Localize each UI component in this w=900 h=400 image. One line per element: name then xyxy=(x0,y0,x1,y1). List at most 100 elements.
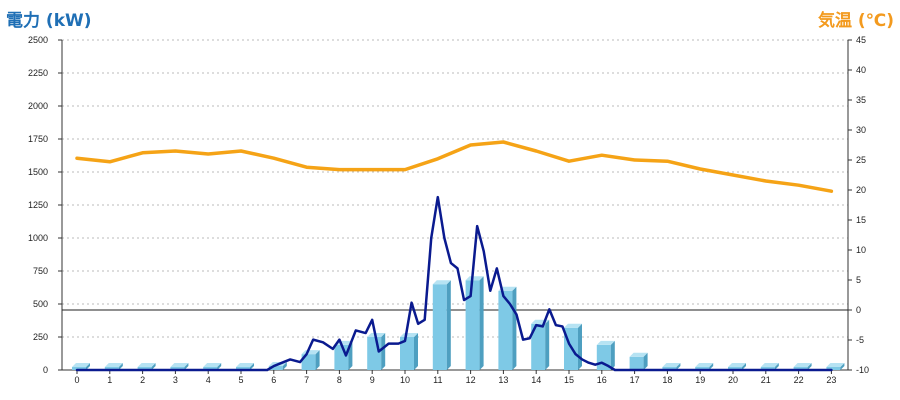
hourly-power-bar xyxy=(170,367,185,370)
left-tick-label: 1000 xyxy=(28,233,48,243)
hourly-power-bar-side xyxy=(446,280,451,370)
left-tick-label: 750 xyxy=(33,266,48,276)
hourly-power-bar-side xyxy=(709,363,714,370)
hourly-power-bar-side xyxy=(184,363,189,370)
hourly-power-bar-side xyxy=(414,333,418,370)
hourly-power-bar xyxy=(695,367,710,370)
left-tick-label: 0 xyxy=(43,365,48,375)
x-tick-label: 17 xyxy=(630,375,640,385)
hourly-power-bar-top xyxy=(432,280,451,285)
hourly-power-bar-side xyxy=(512,286,517,370)
hourly-power-bar-side xyxy=(151,363,156,370)
x-tick-label: 5 xyxy=(238,375,243,385)
hourly-power-bar xyxy=(301,354,316,370)
hourly-power-bar-top xyxy=(170,363,189,367)
left-axis-title: 電力 (kW) xyxy=(6,11,92,31)
left-tick-label: 1500 xyxy=(28,167,48,177)
right-tick-label: 0 xyxy=(856,305,861,315)
hourly-power-bar xyxy=(793,367,808,370)
hourly-power-bar xyxy=(104,367,119,370)
x-tick-label: 0 xyxy=(74,375,79,385)
hourly-power-bar xyxy=(236,367,250,370)
right-tick-label: -10 xyxy=(856,365,869,375)
right-tick-label: 45 xyxy=(856,35,866,45)
hourly-power-bar xyxy=(465,280,480,370)
x-tick-label: 3 xyxy=(173,375,178,385)
x-tick-label: 21 xyxy=(761,375,771,385)
hourly-power-bar-side xyxy=(479,276,484,370)
x-tick-label: 19 xyxy=(695,375,705,385)
left-tick-label: 500 xyxy=(33,299,48,309)
right-axis-title: 気温 (℃) xyxy=(817,11,894,31)
hourly-power-bar-top xyxy=(662,363,681,367)
right-tick-label: 25 xyxy=(856,155,866,165)
hourly-power-bar-top xyxy=(465,276,484,281)
hourly-power-bar-top xyxy=(695,363,714,367)
right-tick-label: 35 xyxy=(856,95,866,105)
right-tick-label: -5 xyxy=(856,335,864,345)
left-tick-label: 2250 xyxy=(28,68,48,78)
right-tick-label: 10 xyxy=(856,245,866,255)
hourly-power-bar xyxy=(760,367,775,370)
hourly-power-bar-top xyxy=(793,363,812,367)
left-tick-label: 1750 xyxy=(28,134,48,144)
hourly-power-bar xyxy=(662,367,677,370)
hourly-power-bar-top xyxy=(236,363,254,367)
x-tick-label: 8 xyxy=(337,375,342,385)
hourly-power-bar-top xyxy=(203,363,222,367)
hourly-power-bar xyxy=(203,367,218,370)
hourly-power-bar-top xyxy=(629,352,648,357)
hourly-power-bar-side xyxy=(578,323,582,370)
hourly-power-bar-side xyxy=(250,363,254,370)
x-tick-label: 20 xyxy=(728,375,738,385)
hourly-power-bar xyxy=(826,367,841,370)
hourly-power-bar-top xyxy=(564,323,582,328)
hourly-power-bar-side xyxy=(118,363,123,370)
x-tick-label: 4 xyxy=(206,375,211,385)
hourly-power-bar-side xyxy=(774,363,779,370)
hourly-power-bar-side xyxy=(315,350,320,370)
hourly-power-bar-side xyxy=(86,363,90,370)
x-tick-label: 9 xyxy=(370,375,375,385)
x-tick-label: 23 xyxy=(826,375,836,385)
right-tick-label: 15 xyxy=(856,215,866,225)
hourly-power-bar-top xyxy=(72,363,90,367)
hourly-power-bar xyxy=(268,366,283,370)
hourly-power-bar-side xyxy=(381,333,386,370)
hourly-power-bar-side xyxy=(545,319,550,370)
hourly-power-bar xyxy=(137,367,152,370)
hourly-power-bar xyxy=(432,284,447,370)
hourly-power-bar xyxy=(72,367,86,370)
x-tick-label: 14 xyxy=(531,375,541,385)
x-tick-label: 18 xyxy=(662,375,672,385)
left-tick-label: 1250 xyxy=(28,200,48,210)
left-tick-label: 2500 xyxy=(28,35,48,45)
hourly-power-bar xyxy=(367,337,382,370)
hourly-power-bar-side xyxy=(807,363,812,370)
x-tick-label: 6 xyxy=(271,375,276,385)
hourly-power-bar-top xyxy=(104,363,123,367)
left-tick-label: 250 xyxy=(33,332,48,342)
hourly-power-bar xyxy=(629,356,644,370)
hourly-power-bar-side xyxy=(840,363,845,370)
hourly-power-bar-top xyxy=(596,340,615,345)
left-tick-label: 2000 xyxy=(28,101,48,111)
x-tick-label: 16 xyxy=(597,375,607,385)
right-tick-label: 30 xyxy=(856,125,866,135)
hourly-power-bar-side xyxy=(643,352,648,370)
hourly-power-bar-side xyxy=(217,363,222,370)
hourly-power-bar xyxy=(728,367,742,370)
x-tick-label: 11 xyxy=(433,375,442,385)
hourly-power-bar xyxy=(531,323,546,370)
hourly-power-bar-side xyxy=(610,340,615,370)
hourly-power-bar xyxy=(400,337,414,370)
hourly-power-bar-top xyxy=(760,363,779,367)
x-tick-label: 7 xyxy=(304,375,309,385)
hourly-power-bar-top xyxy=(826,363,845,367)
power-line xyxy=(75,195,833,372)
hourly-power-bar-top xyxy=(728,363,746,367)
x-tick-label: 10 xyxy=(400,375,410,385)
right-tick-label: 40 xyxy=(856,65,866,75)
hourly-power-bar-top xyxy=(400,333,418,337)
